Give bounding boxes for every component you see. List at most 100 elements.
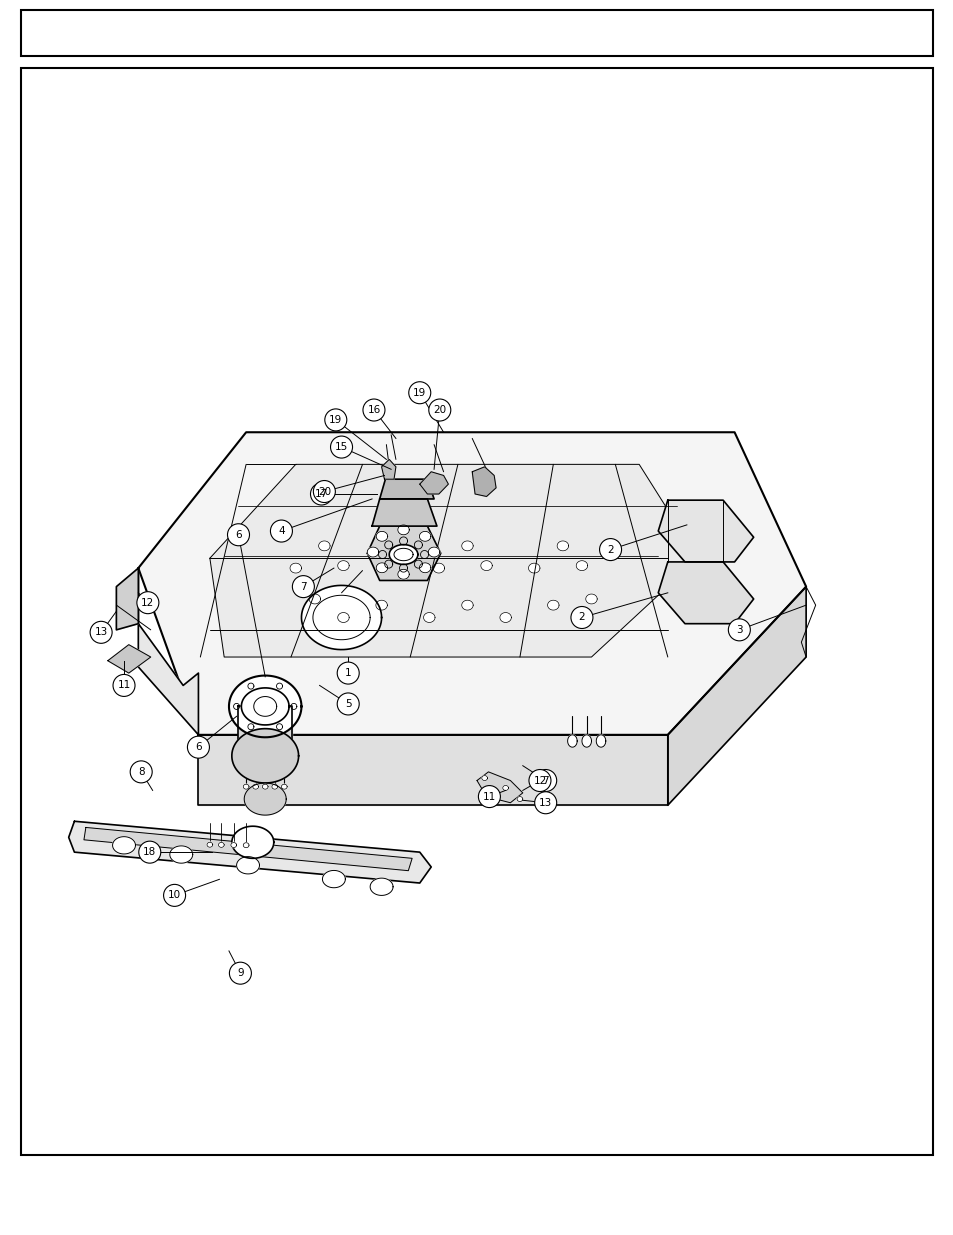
Polygon shape: [243, 842, 249, 847]
Polygon shape: [138, 568, 198, 735]
Circle shape: [270, 520, 293, 542]
Polygon shape: [480, 561, 492, 571]
Text: 6: 6: [235, 530, 241, 540]
Polygon shape: [419, 531, 431, 541]
Text: 1: 1: [345, 668, 351, 678]
Circle shape: [727, 619, 750, 641]
Polygon shape: [517, 797, 522, 802]
Polygon shape: [236, 857, 259, 874]
Text: 18: 18: [143, 847, 156, 857]
Polygon shape: [253, 784, 258, 789]
Polygon shape: [658, 500, 753, 562]
Text: 19: 19: [329, 415, 342, 425]
Polygon shape: [596, 735, 605, 747]
Text: 20: 20: [317, 487, 331, 496]
Polygon shape: [502, 785, 508, 790]
Polygon shape: [322, 871, 345, 888]
Circle shape: [227, 524, 250, 546]
Circle shape: [428, 399, 451, 421]
Text: 6: 6: [195, 742, 201, 752]
Circle shape: [229, 962, 252, 984]
Text: 10: 10: [168, 890, 181, 900]
Polygon shape: [318, 541, 330, 551]
Polygon shape: [337, 613, 349, 622]
Polygon shape: [138, 432, 805, 735]
Polygon shape: [397, 569, 409, 579]
Polygon shape: [461, 600, 473, 610]
Polygon shape: [379, 479, 434, 499]
Polygon shape: [313, 595, 370, 640]
Text: 12: 12: [533, 776, 546, 785]
Circle shape: [163, 884, 186, 906]
Polygon shape: [229, 676, 301, 737]
Circle shape: [292, 576, 314, 598]
Polygon shape: [433, 563, 444, 573]
Polygon shape: [394, 548, 413, 561]
Text: 20: 20: [433, 405, 446, 415]
Polygon shape: [244, 783, 286, 815]
Polygon shape: [309, 594, 320, 604]
Polygon shape: [272, 784, 277, 789]
Polygon shape: [557, 541, 568, 551]
Circle shape: [324, 409, 347, 431]
Polygon shape: [419, 472, 448, 494]
Polygon shape: [389, 545, 417, 564]
Polygon shape: [108, 645, 151, 673]
Polygon shape: [476, 772, 522, 803]
Polygon shape: [262, 784, 268, 789]
Text: 9: 9: [237, 968, 243, 978]
Circle shape: [330, 436, 353, 458]
Polygon shape: [375, 531, 387, 541]
Polygon shape: [232, 826, 274, 858]
Text: 3: 3: [736, 625, 741, 635]
Polygon shape: [290, 563, 301, 573]
Polygon shape: [576, 561, 587, 571]
Text: 8: 8: [138, 767, 144, 777]
Polygon shape: [397, 525, 409, 535]
Circle shape: [130, 761, 152, 783]
Polygon shape: [301, 585, 381, 650]
Text: 5: 5: [345, 699, 351, 709]
Circle shape: [313, 480, 335, 503]
Polygon shape: [367, 526, 440, 580]
Polygon shape: [170, 846, 193, 863]
Circle shape: [362, 399, 385, 421]
Polygon shape: [461, 541, 473, 551]
Polygon shape: [84, 827, 412, 871]
Text: 13: 13: [94, 627, 108, 637]
Polygon shape: [381, 459, 395, 479]
Text: 11: 11: [482, 792, 496, 802]
Polygon shape: [231, 842, 236, 847]
Polygon shape: [367, 547, 378, 557]
Circle shape: [477, 785, 500, 808]
Polygon shape: [112, 836, 135, 853]
Polygon shape: [69, 821, 431, 883]
Polygon shape: [210, 464, 698, 657]
Polygon shape: [481, 776, 487, 781]
Polygon shape: [667, 587, 805, 805]
Polygon shape: [423, 613, 435, 622]
Polygon shape: [567, 735, 577, 747]
Circle shape: [336, 662, 359, 684]
Polygon shape: [281, 784, 287, 789]
Polygon shape: [581, 735, 591, 747]
Text: 13: 13: [538, 798, 552, 808]
Polygon shape: [528, 563, 539, 573]
Polygon shape: [337, 561, 349, 571]
Text: 2: 2: [578, 613, 584, 622]
Circle shape: [138, 841, 161, 863]
Polygon shape: [585, 594, 597, 604]
Text: 4: 4: [278, 526, 284, 536]
Polygon shape: [243, 784, 249, 789]
Circle shape: [187, 736, 210, 758]
Polygon shape: [428, 547, 439, 557]
Polygon shape: [419, 563, 431, 573]
Circle shape: [570, 606, 593, 629]
Text: 7: 7: [542, 776, 548, 785]
Circle shape: [528, 769, 551, 792]
Polygon shape: [372, 499, 436, 526]
Text: 2: 2: [607, 545, 613, 555]
Polygon shape: [232, 729, 298, 783]
Polygon shape: [499, 613, 511, 622]
Polygon shape: [238, 706, 292, 756]
